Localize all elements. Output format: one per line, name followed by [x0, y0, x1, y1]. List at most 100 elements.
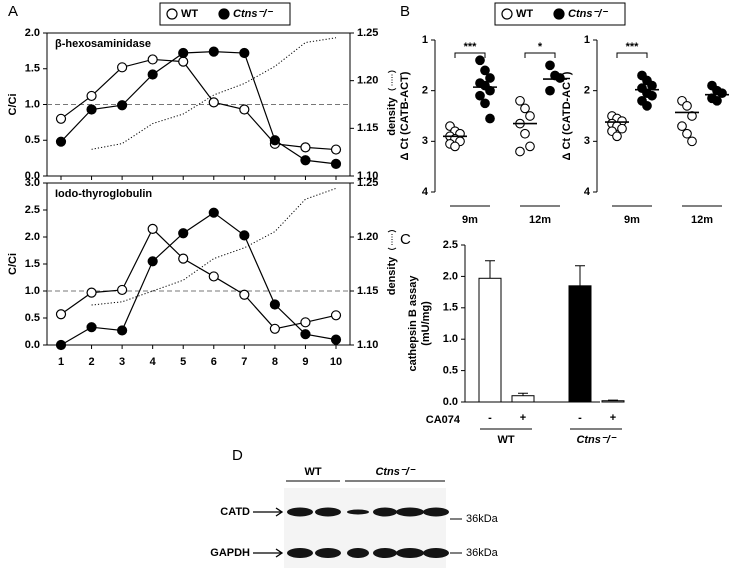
bar: [511, 395, 535, 403]
data-point: [555, 73, 565, 83]
significance-label: ***: [626, 41, 640, 53]
category-label: -: [578, 412, 582, 424]
blot-band: [423, 507, 449, 517]
data-point: [269, 299, 280, 310]
blot-band: [315, 548, 341, 558]
y-tick-label: 1.0: [25, 98, 40, 110]
legend-marker: [218, 8, 230, 20]
data-point: [86, 322, 97, 333]
data-point: [208, 46, 219, 57]
panel-letter: D: [232, 447, 243, 464]
y2-axis-label: density: [386, 96, 398, 135]
data-point: [86, 287, 97, 298]
data-point: [269, 135, 280, 146]
y-tick-label: 0.0: [25, 170, 40, 182]
significance-bracket: [616, 52, 648, 58]
data-point: [55, 339, 67, 351]
data-point: [269, 323, 280, 334]
y-tick-label: 2.0: [443, 270, 458, 282]
data-point: [480, 98, 490, 109]
y-tick-label: 4: [422, 186, 429, 198]
data-point: [300, 317, 311, 328]
y-tick-label: 2.0: [25, 27, 40, 39]
data-point: [147, 54, 158, 65]
panel-letter: C: [400, 231, 411, 248]
data-point: [147, 69, 158, 80]
data-point: [239, 230, 250, 241]
panel-title: Iodo-thyroglobulin: [55, 188, 152, 200]
blot-band: [287, 507, 313, 517]
blot-arrow: [253, 548, 284, 558]
y-tick-label: 2.0: [25, 231, 40, 243]
bar: [601, 400, 625, 403]
y-axis-label: C/Ci: [7, 253, 19, 275]
series-line: [60, 58, 337, 151]
y2-tick-label: 1.15: [357, 122, 378, 134]
y2-tick-label: 1.25: [357, 177, 378, 189]
error-bar: [485, 260, 495, 279]
blot-band: [347, 548, 369, 558]
data-point: [178, 47, 189, 59]
data-point: [520, 103, 530, 114]
series-line: [60, 227, 337, 330]
data-point: [717, 88, 727, 99]
marker-label: 36kDa: [466, 547, 499, 559]
data-point: [300, 155, 311, 166]
data-point: [520, 128, 530, 139]
error-bar: [608, 399, 618, 401]
legend-marker: [501, 8, 513, 20]
data-point: [55, 136, 67, 147]
series-line: [91, 187, 337, 306]
legend-label: WT: [181, 8, 198, 20]
data-point: [617, 123, 627, 134]
y-axis-label: Δ Ct (CATB-ACT): [399, 71, 411, 160]
data-point: [515, 146, 525, 157]
category-axis-label: CA074: [426, 414, 461, 426]
y-tick-label: 2.5: [443, 239, 458, 251]
blot-group-label: WT: [304, 466, 321, 478]
data-point: [682, 128, 692, 139]
y-tick-label: 4: [584, 186, 591, 198]
data-point: [208, 97, 219, 108]
data-point: [239, 289, 250, 300]
y-tick-label: 0.0: [25, 339, 40, 351]
data-point: [86, 90, 97, 102]
y-tick-label: 1.0: [443, 333, 458, 345]
y-tick-label: 1.5: [25, 258, 40, 270]
x-tick-label: 1: [58, 356, 64, 368]
blot-band: [347, 509, 369, 515]
x-tick-label: 5: [180, 356, 186, 368]
x-tick-label: 6: [211, 356, 217, 368]
data-point: [208, 207, 219, 218]
data-point: [450, 141, 460, 152]
data-point: [330, 334, 342, 345]
group-label: 12m: [529, 214, 551, 226]
group-label: Ctns⁻/⁻: [576, 434, 616, 446]
data-point: [300, 142, 311, 153]
significance-bracket: [454, 52, 486, 58]
data-point: [178, 56, 189, 67]
y2-axis-label: density: [386, 256, 398, 295]
x-tick-label: 2: [88, 356, 94, 368]
y-tick-label: 1: [422, 34, 428, 46]
data-point: [475, 55, 485, 66]
y-tick-label: 1: [584, 34, 590, 46]
panel-title: β-hexosaminidase: [55, 38, 151, 50]
y2-label-paren: [387, 247, 397, 250]
y2-label-paren: [387, 230, 397, 233]
data-point: [117, 100, 128, 111]
data-point: [178, 228, 189, 239]
data-point: [239, 104, 250, 115]
data-point: [682, 101, 692, 111]
legend-marker: [553, 8, 565, 20]
y-axis-label: cathepsin B assay: [407, 275, 419, 372]
panel-letter: B: [400, 3, 410, 20]
blot-band: [373, 548, 397, 558]
y-tick-label: 1.5: [25, 63, 40, 75]
blot-band: [373, 507, 397, 517]
data-point: [147, 223, 158, 234]
y-tick-label: 2: [422, 85, 428, 97]
data-point: [86, 104, 97, 115]
y2-tick-label: 1.10: [357, 339, 378, 351]
y-tick-label: 3.0: [25, 177, 40, 189]
